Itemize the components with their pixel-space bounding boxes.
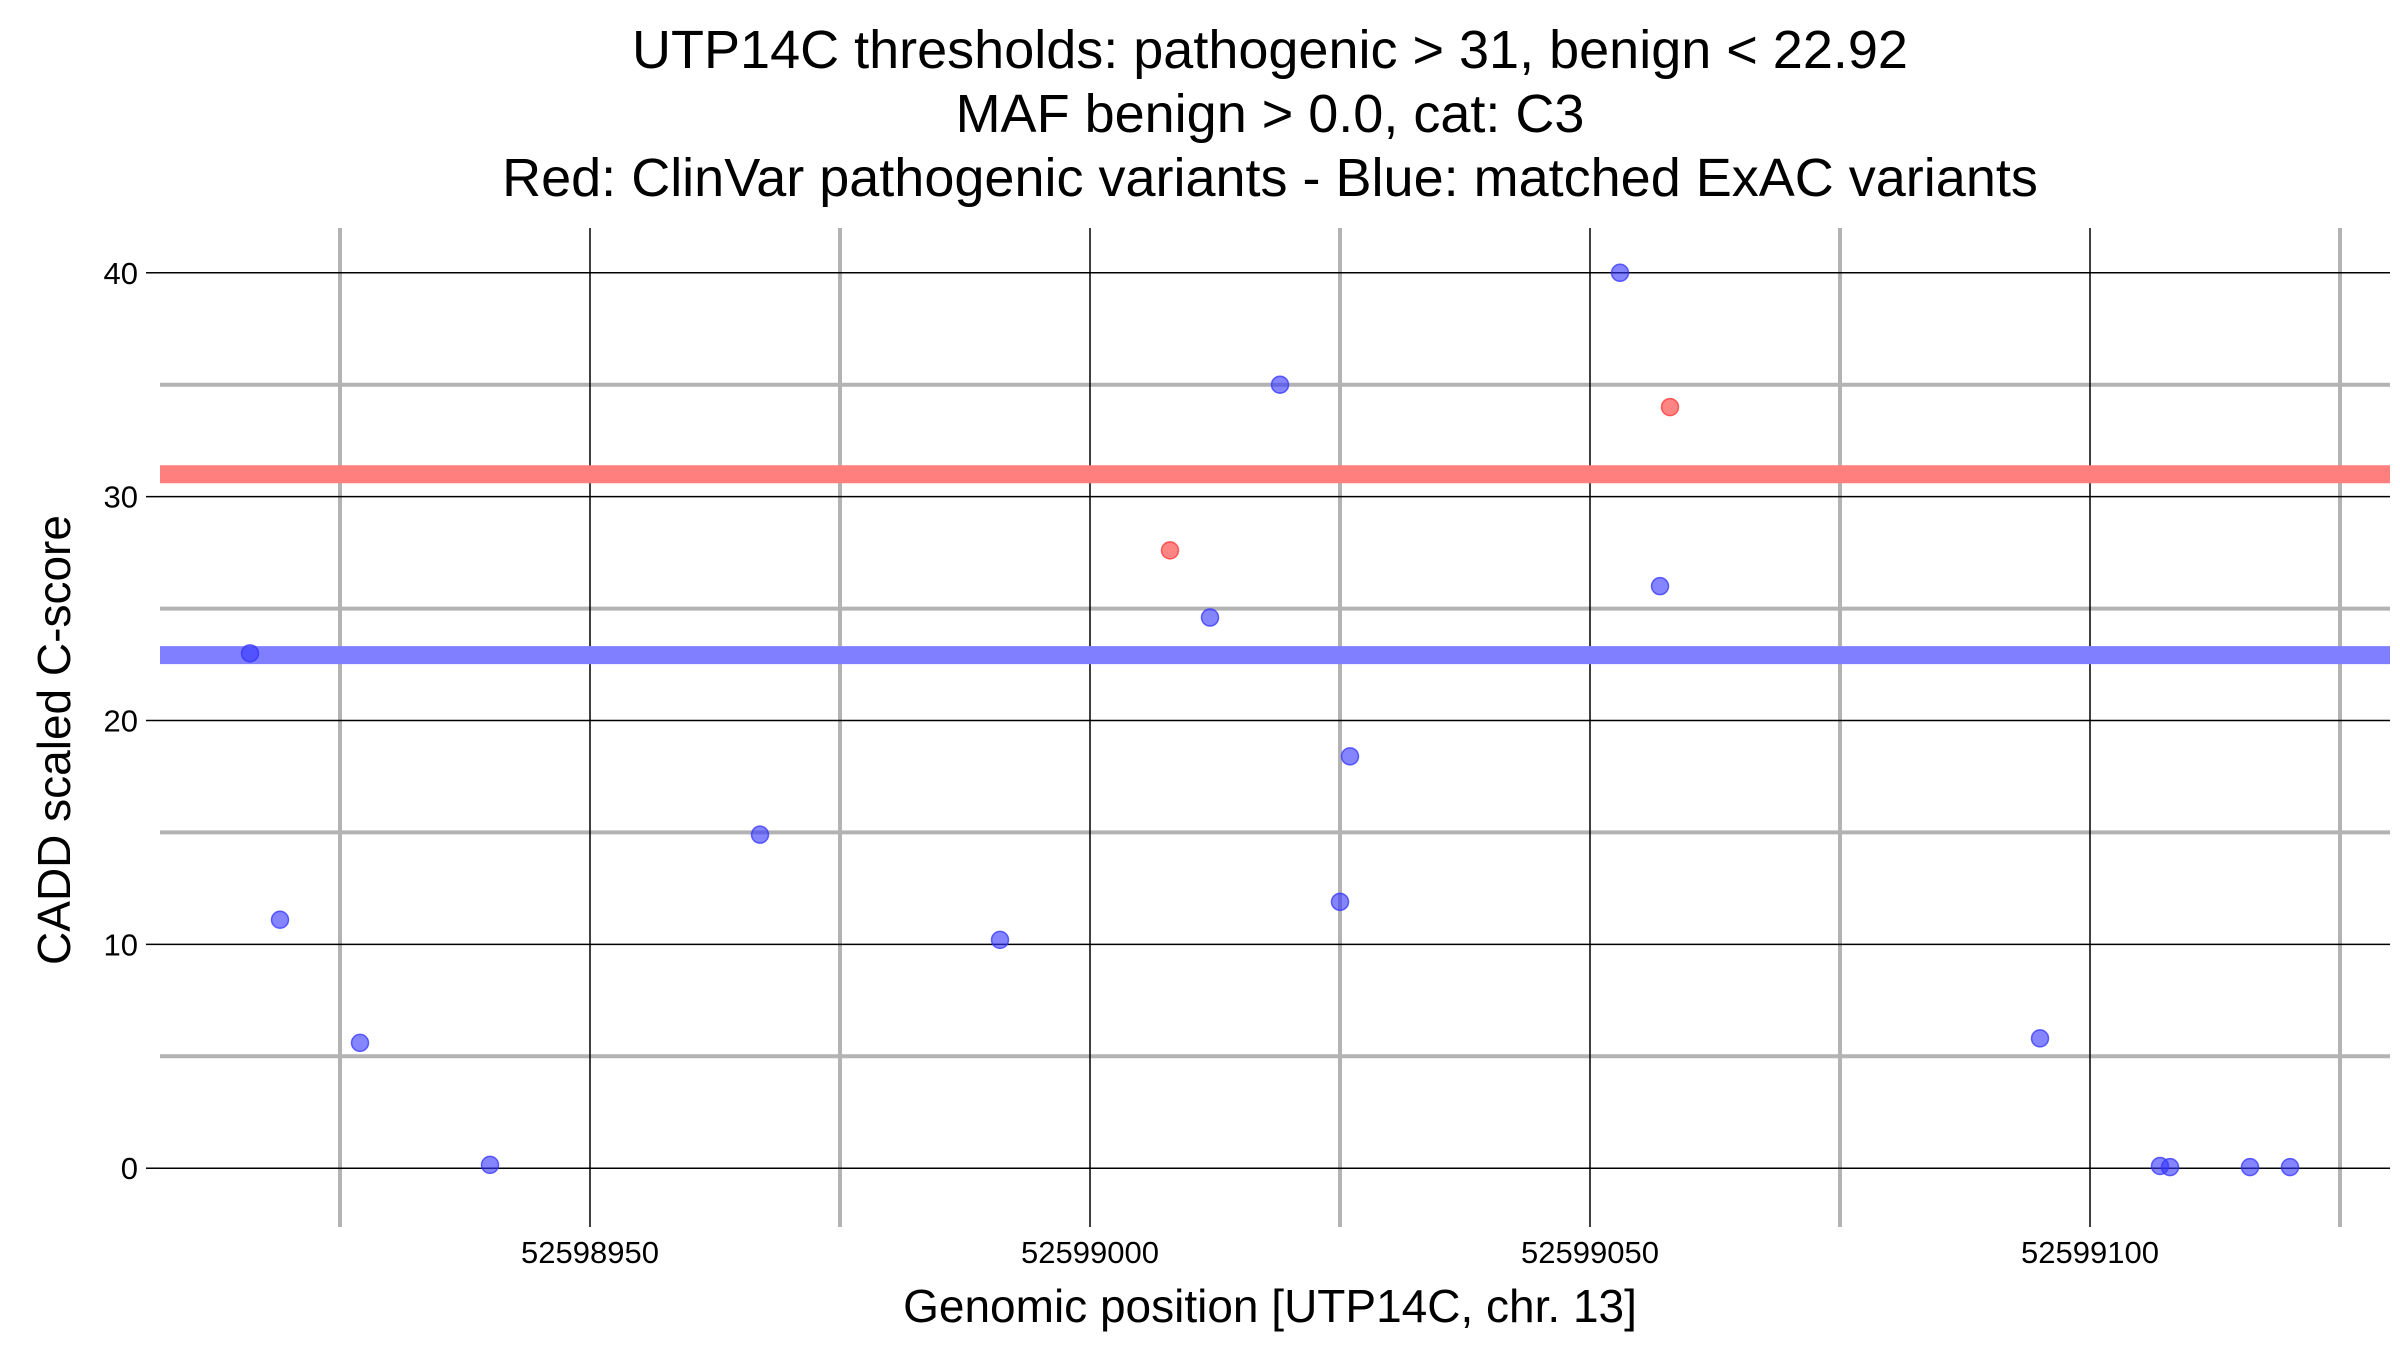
- matched-exac-variants-point: [480, 1155, 500, 1175]
- x-tick-label: 52598950: [521, 1235, 659, 1270]
- axes: [146, 272, 2342, 1227]
- matched-exac-variants-point: [2240, 1157, 2260, 1177]
- chart-title-line-1: UTP14C thresholds: pathogenic > 31, beni…: [632, 20, 1908, 80]
- chart-title-line-3: Red: ClinVar pathogenic variants - Blue:…: [502, 148, 2038, 208]
- y-axis-title: CADD scaled C-score: [28, 515, 80, 965]
- matched-exac-variants-point: [990, 930, 1010, 950]
- matched-exac-variants-point: [1610, 263, 1630, 283]
- matched-exac-variants-point: [350, 1033, 370, 1053]
- matched-exac-variants-point: [1270, 375, 1290, 394]
- data-points: [240, 263, 2300, 1177]
- matched-exac-variants-point: [270, 910, 290, 929]
- clinvar-pathogenic-variants-point: [1160, 541, 1180, 560]
- y-tick-label: 0: [121, 1151, 138, 1186]
- matched-exac-variants-point: [240, 644, 260, 663]
- matched-exac-variants-point: [2280, 1157, 2300, 1177]
- threshold-lines: [160, 465, 2390, 665]
- x-tick-label: 52599050: [1521, 1235, 1659, 1270]
- matched-exac-variants-point: [1200, 608, 1220, 627]
- x-tick-label: 52599100: [2021, 1235, 2159, 1270]
- matched-exac-variants-point: [750, 825, 770, 844]
- x-tick-label: 52599000: [1021, 1235, 1159, 1270]
- matched-exac-variants-point: [2030, 1029, 2050, 1048]
- matched-exac-variants-point: [2160, 1157, 2180, 1177]
- tick-labels: 0 10 20 30 40 52598950 52599000 52599050 5259910…: [104, 256, 2159, 1270]
- major-gridlines: [160, 228, 2390, 1213]
- x-axis-title: Genomic position [UTP14C, chr. 13]: [903, 1280, 1637, 1332]
- matched-exac-variants-point: [1650, 576, 1670, 596]
- matched-exac-variants-point: [1330, 892, 1350, 912]
- clinvar-pathogenic-variants-point: [1660, 397, 1680, 417]
- y-tick-label: 20: [104, 704, 138, 739]
- matched-exac-variants-point: [1340, 747, 1360, 766]
- chart-title-line-2: MAF benign > 0.0, cat: C3: [956, 84, 1585, 144]
- y-tick-label: 10: [104, 927, 138, 962]
- y-tick-label: 30: [104, 480, 138, 515]
- y-tick-label: 40: [104, 256, 138, 291]
